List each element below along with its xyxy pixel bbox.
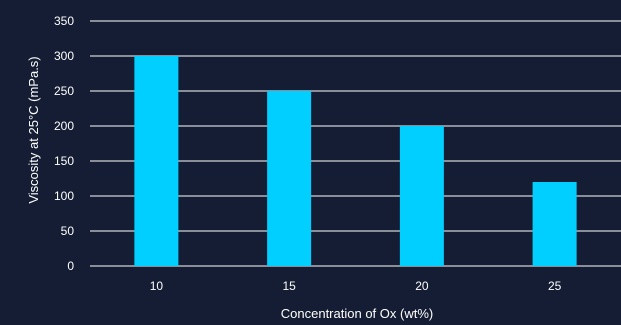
y-tick-label: 0: [67, 259, 74, 273]
y-tick-label: 100: [54, 189, 74, 203]
x-tick-label: 10: [150, 279, 164, 293]
y-tick-label: 200: [54, 119, 74, 133]
y-tick-label: 150: [54, 154, 74, 168]
x-axis-label: Concentration of Ox (wt%): [281, 306, 433, 321]
y-tick-label: 350: [54, 14, 74, 28]
x-tick-label: 15: [282, 279, 296, 293]
y-axis-ticks: 0 50 100 150 200 250 300 350: [54, 14, 74, 273]
bar-10: [134, 56, 179, 266]
y-axis-label: Viscosity at 25°C (mPa.s): [26, 56, 41, 203]
x-tick-label: 20: [415, 279, 429, 293]
y-tick-label: 50: [61, 224, 75, 238]
x-tick-label: 25: [548, 279, 562, 293]
bar-25: [532, 182, 577, 266]
x-axis-ticks: 10 15 20 25: [150, 279, 562, 293]
y-tick-label: 250: [54, 84, 74, 98]
grid-lines: [90, 20, 621, 267]
bar-20: [399, 126, 444, 266]
bar-15: [267, 91, 312, 266]
y-tick-label: 300: [54, 49, 74, 63]
bars: [134, 56, 577, 266]
